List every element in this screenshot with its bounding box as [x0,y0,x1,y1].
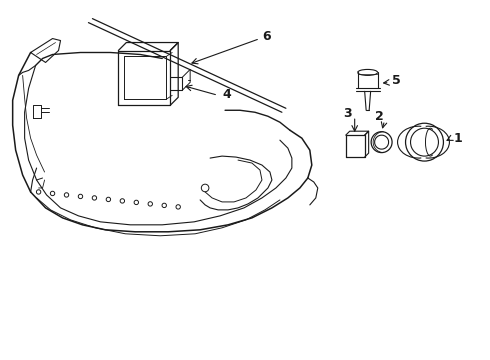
Text: 4: 4 [222,88,231,101]
Text: 2: 2 [375,110,384,123]
Text: 6: 6 [262,30,270,43]
Text: 5: 5 [392,74,400,87]
Text: 3: 3 [343,107,352,120]
Text: 1: 1 [453,132,462,145]
